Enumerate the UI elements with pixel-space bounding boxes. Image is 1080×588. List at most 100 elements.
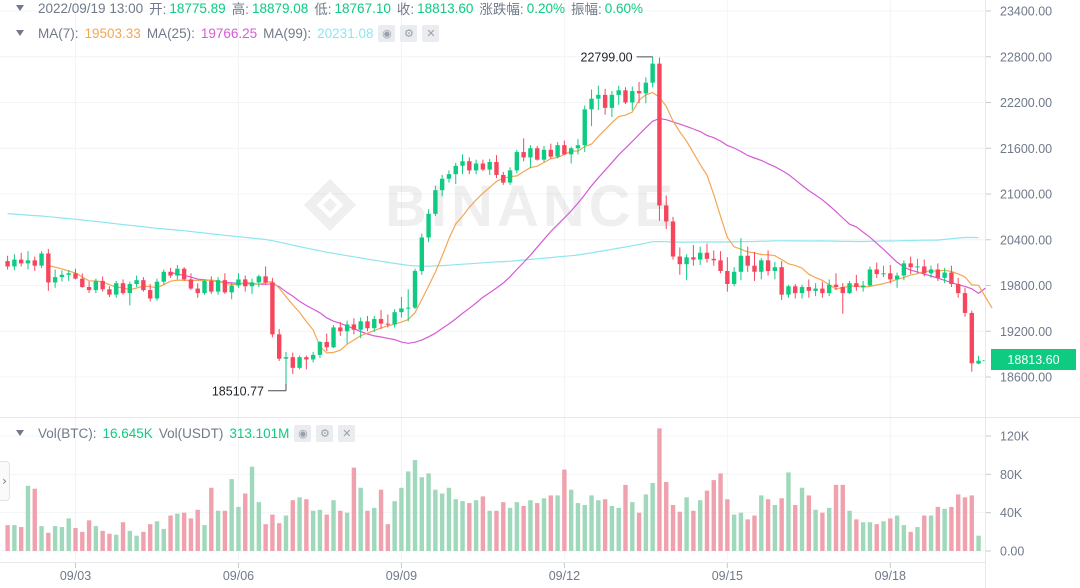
collapse-caret-icon[interactable] [16,430,24,436]
volume-bar [915,527,920,551]
volume-bar [453,499,458,551]
volume-bar [215,510,221,551]
candle-body [127,283,133,294]
candle-body [956,283,961,294]
candle-body [351,324,357,330]
candle-body [365,321,370,329]
candle-body [59,274,65,278]
candle-body [664,205,669,222]
candle-body [969,312,974,364]
max-price-label: 22799.00 [581,50,633,64]
volume-bar [270,514,275,551]
candle-body [840,287,845,294]
volume-bar [154,521,160,551]
volume-tick-label: 40K [1000,506,1023,520]
candle-body [922,266,927,274]
candle-body [915,266,920,268]
volume-bar [643,494,649,551]
candle-body [175,268,180,276]
volume-bar [114,534,119,551]
candle-body [949,272,954,284]
volume-bar [976,535,981,551]
volume-bar [799,487,805,551]
candle-body [528,148,533,158]
open-label: 开: [149,2,167,17]
candle-body [256,276,262,283]
candle-body [5,261,10,267]
candle-body [46,253,51,283]
volume-bar [460,501,465,551]
candle-body [908,263,913,268]
volume-bar [18,527,24,551]
candle-body [772,267,778,272]
candle-body [725,271,730,284]
candle-body [935,269,941,278]
volume-bar [480,496,486,551]
candle-body [942,272,947,278]
volume-bar [12,525,17,551]
candle-body [107,289,112,295]
volume-bar [86,520,92,551]
collapse-caret-icon[interactable] [16,5,24,11]
watermark-text: BINANCE [385,174,677,239]
settings-icon[interactable]: ⚙ [400,24,418,42]
candle-body [793,286,798,294]
candle-body [331,327,336,348]
volume-bar [399,487,404,551]
date-tick-label: 09/03 [60,569,91,583]
candle-body [847,283,852,294]
candle-body [874,269,879,275]
volume-bar [521,505,526,551]
volume-bar [202,525,207,551]
candle-body [494,161,499,175]
eye-icon[interactable]: ◉ [294,424,312,442]
volume-bar [840,484,845,551]
volume-bar [283,515,289,551]
candle-body [73,273,78,279]
candle-body [799,287,805,294]
volume-bar [501,502,506,551]
volume-bar [93,526,99,551]
candle-body [114,283,119,295]
candle-body [181,268,187,280]
price-tick-label: 23400.00 [1000,5,1052,19]
candles [5,56,981,384]
volume-bar [575,503,581,551]
open-value: 18775.89 [169,0,226,16]
candle-body [928,269,934,274]
eye-icon[interactable]: ◉ [378,24,396,42]
close-icon[interactable]: ✕ [338,424,356,442]
volume-bar [439,493,445,551]
volume-bar [922,515,927,551]
date-tick-label: 09/09 [386,569,417,583]
candle-date: 2022/09/19 13:00 [38,0,144,16]
candle-body [263,276,268,283]
expand-panel-handle[interactable]: › [0,461,10,501]
candle-body [786,286,791,295]
volume-bar [602,499,608,551]
candle-body [18,259,24,264]
date-tick-label: 09/18 [875,569,906,583]
candle-body [718,260,723,272]
volume-bar [385,524,391,551]
close-icon[interactable]: ✕ [422,24,440,42]
volume-bar [372,507,377,551]
volume-bar [426,473,431,551]
candle-body [141,280,146,291]
volume-bar [290,500,295,551]
collapse-caret-icon[interactable] [16,30,24,36]
volume-bar [535,503,540,551]
volume-bar [209,487,214,551]
candle-body [976,360,981,364]
volume-bar [141,531,146,551]
candle-body [589,98,594,110]
candle-body [406,307,411,309]
volume-bar [365,510,370,551]
settings-icon[interactable]: ⚙ [316,424,334,442]
volume-bar [168,515,173,551]
volume-bar [514,502,520,551]
candle-body [433,190,438,214]
volume-tick-label: 0.00 [1000,545,1024,559]
volume-bar [555,495,560,551]
